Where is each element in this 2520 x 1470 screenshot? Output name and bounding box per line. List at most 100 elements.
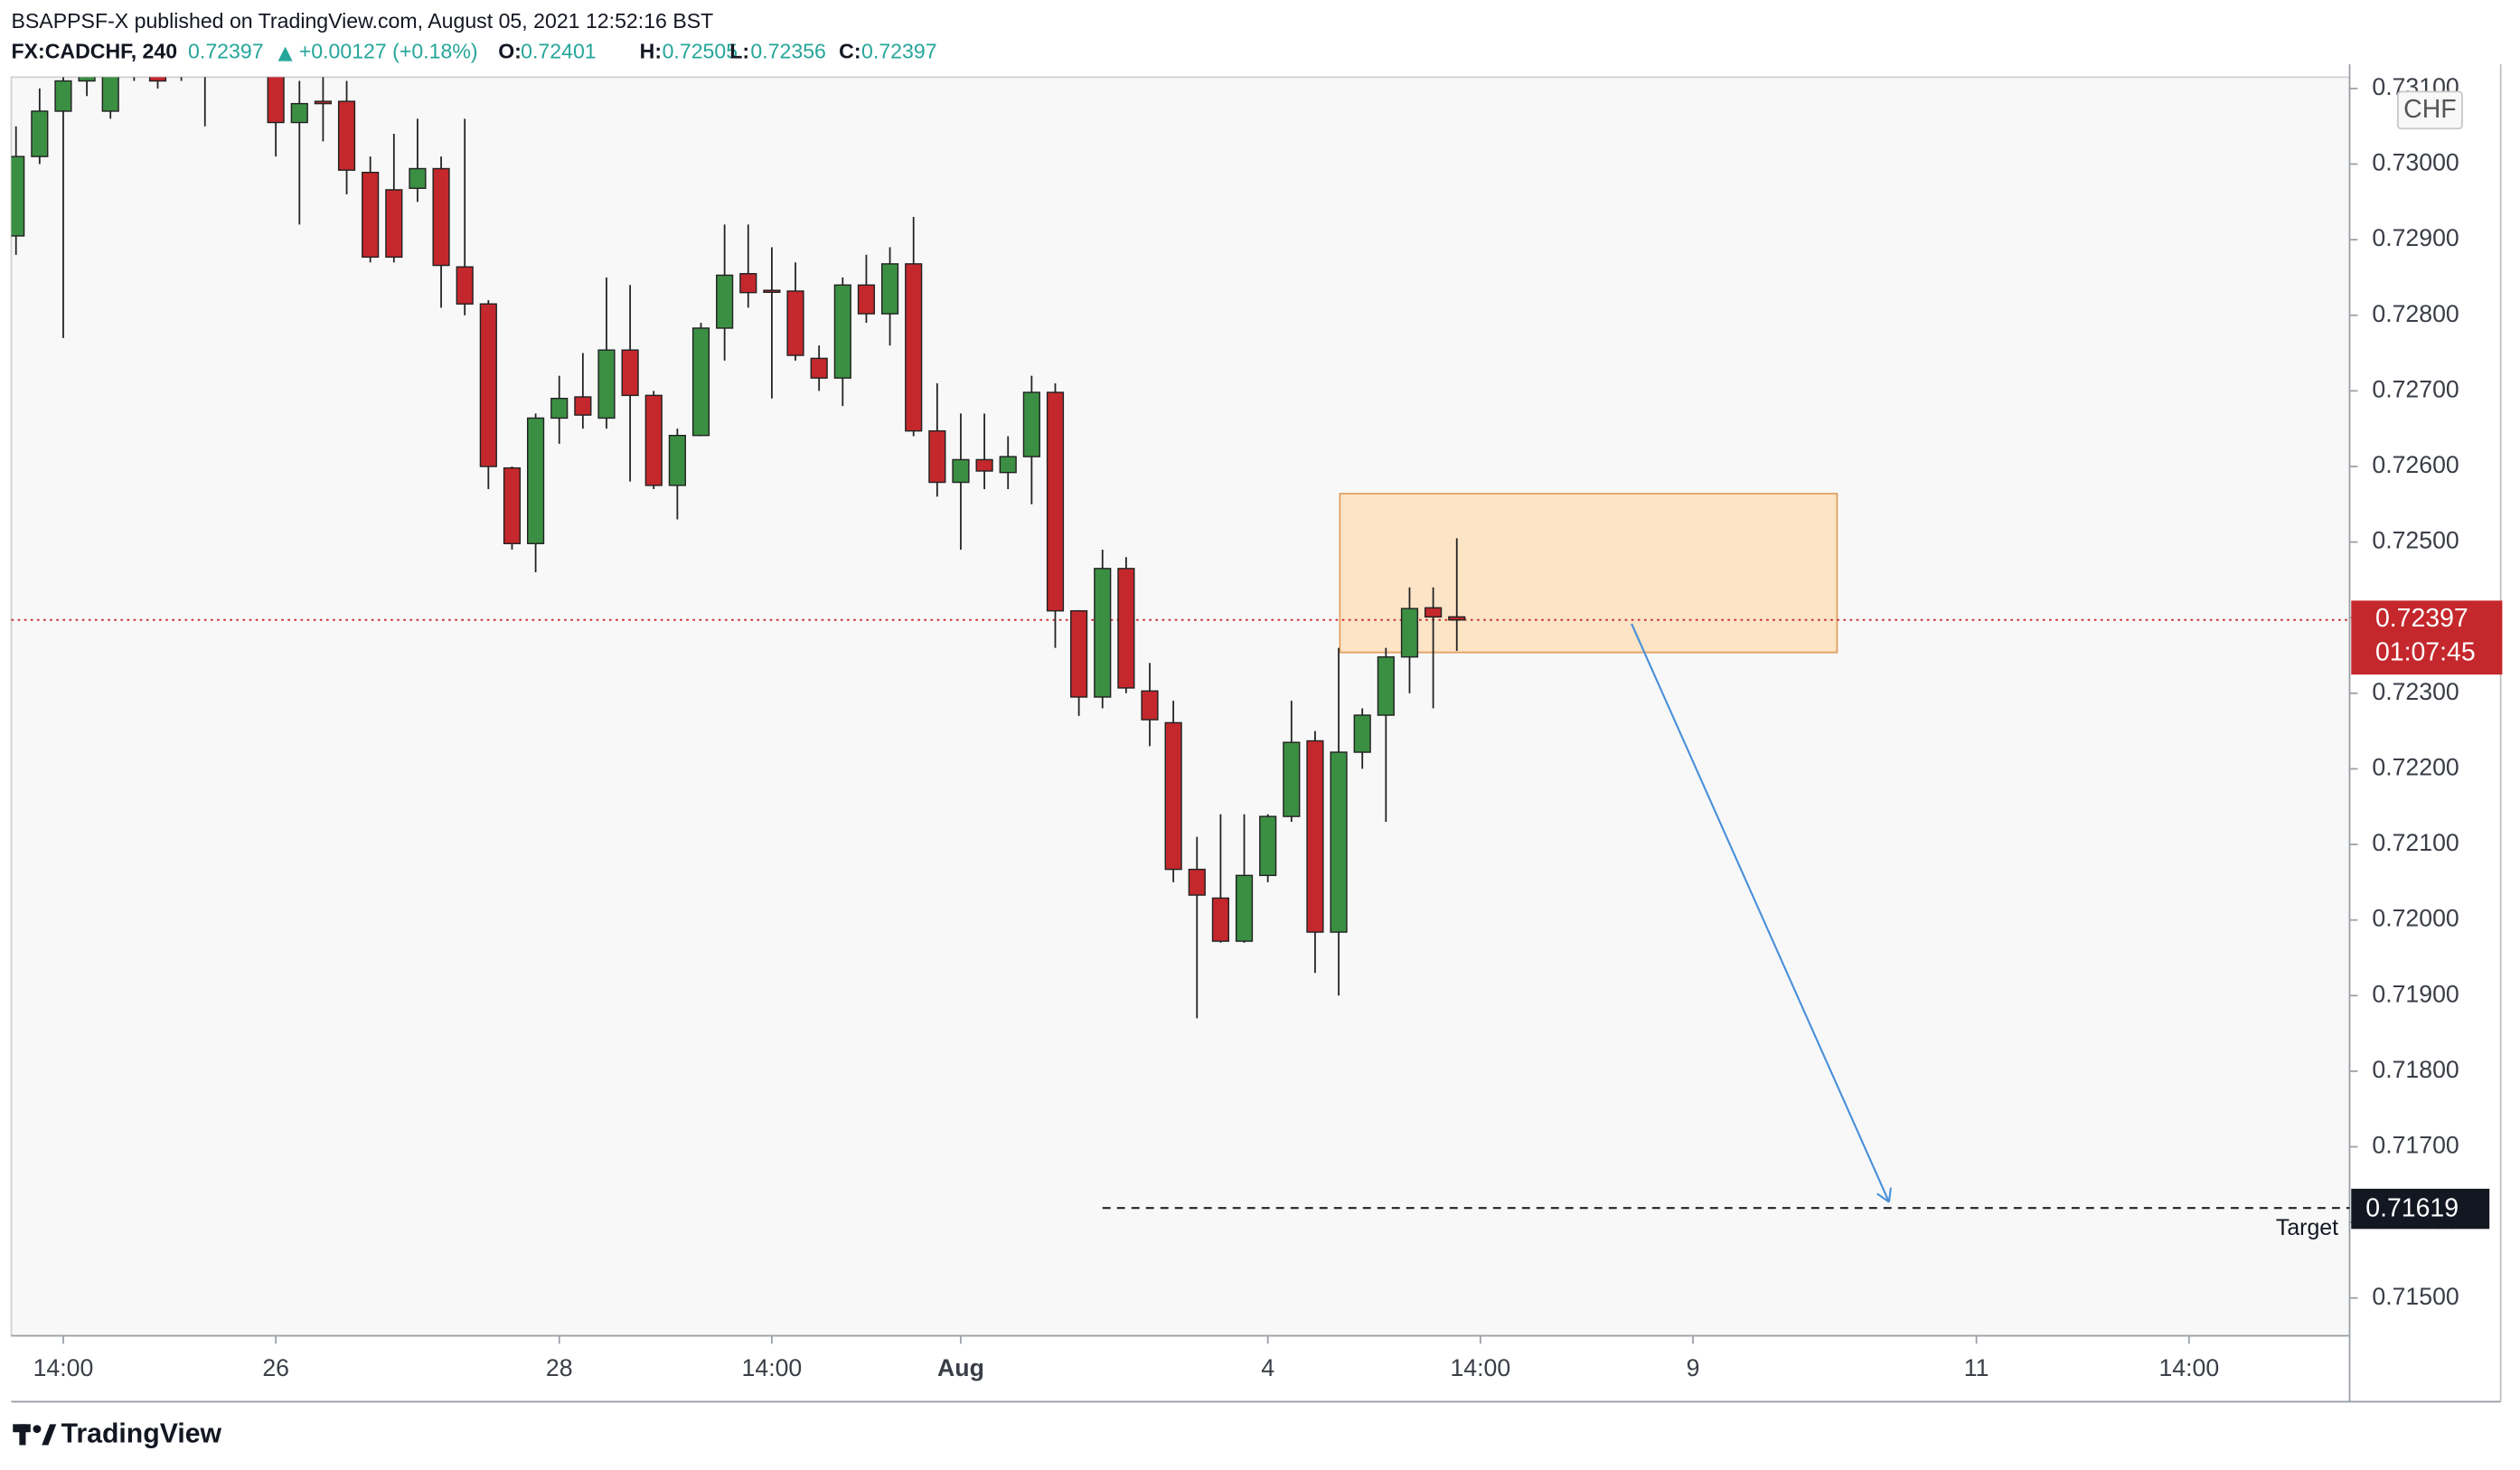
high-value: 0.72505 xyxy=(663,40,738,63)
logo xyxy=(13,1424,57,1446)
candle-body xyxy=(905,263,923,432)
y-tick-label: 0.72200 xyxy=(2372,753,2459,780)
target-badge xyxy=(2351,1188,2490,1230)
candle-body xyxy=(833,284,851,379)
y-tick-label: 0.71500 xyxy=(2372,1283,2459,1310)
y-tick-label: 0.71900 xyxy=(2372,980,2459,1007)
currency-badge xyxy=(2396,90,2463,130)
candle-body xyxy=(691,327,710,437)
last-value: 0.72397 xyxy=(188,40,264,63)
candle-body xyxy=(999,456,1017,474)
candle-body xyxy=(1400,608,1419,658)
candle-body xyxy=(668,434,686,486)
candle-body xyxy=(101,77,119,112)
x-tick-label: 14:00 xyxy=(2158,1354,2219,1381)
x-tick-label: 4 xyxy=(1261,1354,1274,1381)
candle-body xyxy=(1448,616,1466,621)
last-price-label: 0.72397 xyxy=(2375,604,2468,633)
candle-body xyxy=(928,429,946,484)
candle-body xyxy=(54,80,72,112)
candle-body xyxy=(880,263,899,315)
candle-body xyxy=(1117,568,1135,689)
candle-body xyxy=(11,155,25,237)
y-tick-label: 0.72900 xyxy=(2372,224,2459,251)
candle-body xyxy=(479,303,497,467)
candle-body xyxy=(1046,391,1065,612)
candle-body xyxy=(432,167,450,267)
candle-body xyxy=(739,273,757,294)
candle-body xyxy=(810,357,828,379)
candle-body xyxy=(1188,868,1206,896)
candle-body xyxy=(267,77,285,124)
y-tick-label: 0.72500 xyxy=(2372,527,2459,554)
candle-body xyxy=(1022,391,1040,457)
arrow-head xyxy=(1887,1187,1892,1202)
candle-body xyxy=(362,171,380,259)
close-label: C: xyxy=(839,40,860,63)
candle-body xyxy=(716,274,734,329)
y-tick-label: 0.71700 xyxy=(2372,1132,2459,1159)
candle-body xyxy=(597,349,616,419)
y-tick-label: 0.72600 xyxy=(2372,451,2459,478)
x-tick-label: 11 xyxy=(1964,1354,1989,1381)
candle-body xyxy=(1164,721,1182,871)
brand: TradingView xyxy=(61,1419,222,1449)
arrow-head xyxy=(1876,1192,1890,1203)
y-tick-label: 0.71800 xyxy=(2372,1056,2459,1083)
candle-body xyxy=(1353,714,1371,753)
candle-body xyxy=(621,349,639,397)
high-label: H: xyxy=(640,40,662,63)
candle-body xyxy=(1070,609,1088,698)
currency-label: CHF xyxy=(2403,95,2456,124)
last-price-badge xyxy=(2351,600,2503,675)
low-label: L: xyxy=(729,40,749,63)
candle-body xyxy=(527,417,545,544)
candle-body xyxy=(1377,655,1395,716)
target-name: Target xyxy=(2276,1215,2338,1240)
candle-body xyxy=(1283,741,1301,817)
candle-body xyxy=(857,284,876,315)
y-tick-label: 0.72800 xyxy=(2372,300,2459,327)
supply-zone xyxy=(1339,493,1838,654)
projection-arrow xyxy=(1631,623,1890,1202)
candle-body xyxy=(385,189,403,259)
candle-body xyxy=(78,77,96,82)
candle-body xyxy=(456,266,474,305)
candle-body xyxy=(337,100,356,171)
candle-body xyxy=(31,110,49,157)
legend-line: FX:CADCHF, 240 0.72397 +0.00127 (+0.18%)… xyxy=(11,40,936,63)
countdown-label: 01:07:45 xyxy=(2375,638,2476,667)
publisher-line: BSAPPSF-X published on TradingView.com, … xyxy=(11,9,713,33)
close-value: 0.72397 xyxy=(861,40,937,63)
change: +0.00127 (+0.18%) xyxy=(299,40,478,63)
symbol: FX:CADCHF, 240 xyxy=(11,40,177,63)
x-tick-label: Aug xyxy=(937,1354,984,1381)
y-tick-label: 0.72700 xyxy=(2372,375,2459,402)
y-tick-label: 0.72100 xyxy=(2372,829,2459,856)
candle-body xyxy=(644,394,663,486)
x-tick-label: 28 xyxy=(546,1354,573,1381)
candle-body xyxy=(786,290,804,356)
plot-area xyxy=(10,76,2351,1337)
candle-body xyxy=(550,397,569,419)
candle-body xyxy=(763,289,781,293)
candle-body xyxy=(1211,897,1230,942)
y-tick-label: 0.72000 xyxy=(2372,905,2459,932)
open-label: O: xyxy=(498,40,522,63)
candle-body xyxy=(314,100,333,105)
candle-body xyxy=(574,396,592,416)
candle-body xyxy=(290,102,308,124)
plot-layer xyxy=(11,77,2350,1019)
candle-body xyxy=(952,458,970,484)
candle-body xyxy=(148,77,167,82)
candle-body xyxy=(1259,815,1277,877)
up-arrow-icon xyxy=(277,46,293,61)
candle-body xyxy=(503,466,522,544)
y-tick-label: 0.72300 xyxy=(2372,678,2459,705)
low-value: 0.72356 xyxy=(750,40,826,63)
x-tick-label: 14:00 xyxy=(1450,1354,1510,1381)
x-tick-label: 26 xyxy=(262,1354,289,1381)
candle-body xyxy=(975,458,993,472)
